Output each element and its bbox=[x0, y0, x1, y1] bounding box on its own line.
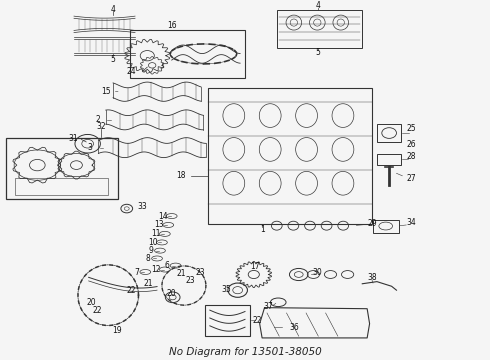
Text: 5: 5 bbox=[111, 55, 116, 64]
Text: 9: 9 bbox=[149, 246, 154, 255]
Text: 30: 30 bbox=[313, 267, 322, 276]
Text: 38: 38 bbox=[367, 273, 377, 282]
Bar bbox=[5, 138, 118, 199]
Text: 10: 10 bbox=[148, 238, 158, 247]
Text: 35: 35 bbox=[221, 285, 231, 294]
Text: 13: 13 bbox=[155, 220, 164, 229]
Bar bbox=[205, 305, 250, 336]
Text: 36: 36 bbox=[289, 323, 299, 332]
Text: 27: 27 bbox=[406, 174, 416, 183]
Text: 28: 28 bbox=[406, 152, 416, 161]
Bar bbox=[15, 177, 108, 195]
Text: No Diagram for 13501-38050: No Diagram for 13501-38050 bbox=[169, 347, 321, 357]
Text: 7: 7 bbox=[134, 267, 139, 276]
Text: 4: 4 bbox=[111, 5, 116, 14]
Bar bbox=[377, 124, 401, 142]
Bar bbox=[373, 220, 399, 233]
Text: 25: 25 bbox=[406, 124, 416, 133]
Text: 18: 18 bbox=[176, 171, 185, 180]
Text: 12: 12 bbox=[151, 265, 161, 274]
Text: 31: 31 bbox=[68, 134, 78, 143]
Text: 29: 29 bbox=[367, 219, 377, 228]
Text: 21: 21 bbox=[144, 279, 153, 288]
Text: 23: 23 bbox=[195, 267, 205, 276]
Bar bbox=[377, 154, 401, 165]
Text: 4: 4 bbox=[316, 1, 321, 10]
Text: 15: 15 bbox=[101, 87, 111, 96]
Text: 19: 19 bbox=[112, 325, 122, 334]
Text: 34: 34 bbox=[406, 218, 416, 227]
Text: 24: 24 bbox=[127, 67, 136, 76]
Text: 6: 6 bbox=[164, 261, 169, 270]
Text: 26: 26 bbox=[406, 140, 416, 149]
Text: 23: 23 bbox=[185, 276, 195, 285]
Text: 3: 3 bbox=[88, 143, 93, 152]
Text: 22: 22 bbox=[93, 306, 102, 315]
Text: 5: 5 bbox=[316, 48, 321, 57]
Bar bbox=[208, 89, 372, 224]
Text: 8: 8 bbox=[146, 254, 150, 263]
Text: 17: 17 bbox=[250, 262, 260, 271]
Text: 22: 22 bbox=[252, 316, 262, 325]
Text: 11: 11 bbox=[151, 229, 161, 238]
Text: 33: 33 bbox=[138, 202, 147, 211]
Text: 16: 16 bbox=[167, 21, 176, 30]
Text: 14: 14 bbox=[158, 212, 168, 221]
Bar bbox=[130, 30, 245, 78]
Text: 37: 37 bbox=[264, 302, 273, 311]
Text: 20: 20 bbox=[167, 289, 176, 298]
Text: 2: 2 bbox=[95, 115, 100, 124]
Text: 22: 22 bbox=[126, 287, 136, 296]
Bar bbox=[277, 10, 362, 48]
Text: 20: 20 bbox=[86, 298, 96, 307]
Text: 21: 21 bbox=[177, 269, 186, 278]
Text: 32: 32 bbox=[96, 122, 106, 131]
Text: 1: 1 bbox=[260, 225, 265, 234]
